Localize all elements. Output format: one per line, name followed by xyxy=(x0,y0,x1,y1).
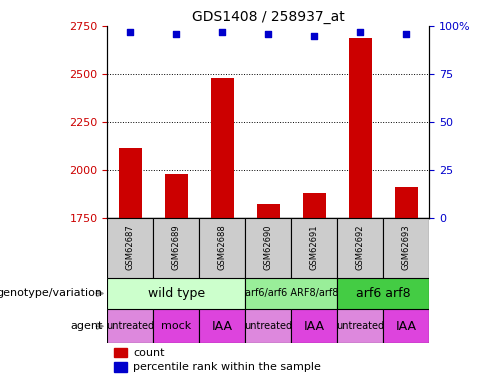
Text: GSM62687: GSM62687 xyxy=(126,225,135,270)
Bar xyxy=(114,348,127,357)
Text: percentile rank within the sample: percentile rank within the sample xyxy=(133,362,321,372)
Point xyxy=(172,31,180,37)
Bar xyxy=(337,217,384,278)
Bar xyxy=(337,278,429,309)
Bar xyxy=(211,78,234,218)
Point xyxy=(403,31,410,37)
Point xyxy=(357,29,365,35)
Point xyxy=(219,29,226,35)
Point xyxy=(310,33,318,39)
Text: GSM62688: GSM62688 xyxy=(218,225,227,270)
Bar xyxy=(245,278,337,309)
Point xyxy=(126,29,134,35)
Text: untreated: untreated xyxy=(244,321,292,331)
Text: wild type: wild type xyxy=(148,287,205,300)
Bar xyxy=(257,204,280,218)
Text: GSM62689: GSM62689 xyxy=(172,225,181,270)
Text: arf6 arf8: arf6 arf8 xyxy=(356,287,411,300)
Text: arf6/arf6 ARF8/arf8: arf6/arf6 ARF8/arf8 xyxy=(244,288,338,298)
Text: mock: mock xyxy=(161,321,191,331)
Bar xyxy=(107,217,153,278)
Bar xyxy=(107,278,245,309)
Bar xyxy=(291,217,337,278)
Bar xyxy=(245,309,291,343)
Bar xyxy=(349,38,372,218)
Text: GSM62690: GSM62690 xyxy=(264,225,273,270)
Text: GSM62691: GSM62691 xyxy=(310,225,319,270)
Text: IAA: IAA xyxy=(304,320,325,333)
Bar xyxy=(114,362,127,372)
Text: GSM62693: GSM62693 xyxy=(402,225,411,270)
Text: IAA: IAA xyxy=(212,320,233,333)
Text: untreated: untreated xyxy=(336,321,385,331)
Bar xyxy=(165,174,188,217)
Bar xyxy=(153,217,200,278)
Bar xyxy=(245,217,291,278)
Point xyxy=(264,31,272,37)
Bar xyxy=(107,309,153,343)
Text: GSM62692: GSM62692 xyxy=(356,225,365,270)
Text: IAA: IAA xyxy=(396,320,417,333)
Bar xyxy=(291,309,337,343)
Bar xyxy=(337,309,384,343)
Bar xyxy=(384,217,429,278)
Bar xyxy=(395,187,418,218)
Bar xyxy=(384,309,429,343)
Text: untreated: untreated xyxy=(106,321,154,331)
Bar xyxy=(119,148,142,217)
Title: GDS1408 / 258937_at: GDS1408 / 258937_at xyxy=(192,10,345,24)
Bar xyxy=(200,217,245,278)
Bar xyxy=(200,309,245,343)
Text: agent: agent xyxy=(70,321,102,331)
Text: count: count xyxy=(133,348,164,358)
Text: genotype/variation: genotype/variation xyxy=(0,288,102,298)
Bar xyxy=(303,193,326,217)
Bar xyxy=(153,309,200,343)
